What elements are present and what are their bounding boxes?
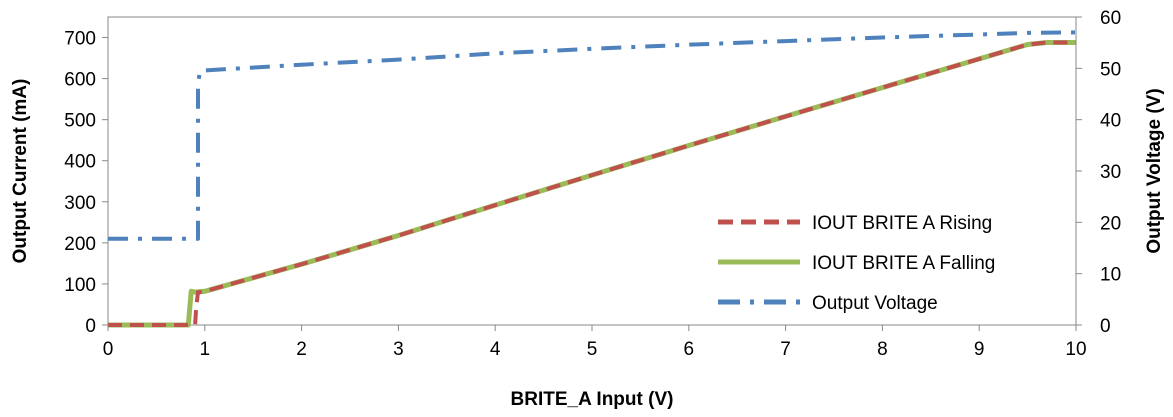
x-tick-label: 8 xyxy=(877,339,888,360)
legend: IOUT BRITE A Rising IOUT BRITE A Falling… xyxy=(712,185,1042,314)
x-tick-label: 9 xyxy=(974,339,985,360)
y-tick-label: 400 xyxy=(64,152,96,173)
x-tick-label: 2 xyxy=(296,339,307,360)
x-tick-label: 5 xyxy=(587,339,598,360)
x-tick-label: 10 xyxy=(1065,339,1086,360)
y2-tick-label: 20 xyxy=(1100,213,1121,234)
x-tick-label: 4 xyxy=(490,339,501,360)
y-tick-label: 200 xyxy=(64,234,96,255)
series-line-iout-brite-a-rising xyxy=(108,40,1076,327)
x-tick-label: 7 xyxy=(780,339,791,360)
y2-tick-label: 60 xyxy=(1100,8,1121,29)
y-axis-left: 0 100 200 300 400 500 600 700 xyxy=(64,29,108,337)
y-tick-label: 600 xyxy=(64,70,96,91)
x-tick-label: 3 xyxy=(393,339,404,360)
series-layer xyxy=(108,30,1077,328)
y2-tick-label: 30 xyxy=(1100,162,1121,183)
y2-axis-title: Output Voltage (V) xyxy=(1144,88,1165,253)
y2-tick-label: 50 xyxy=(1100,59,1121,80)
x-axis: 0 1 2 3 4 5 6 7 8 9 10 xyxy=(103,325,1087,360)
x-tick-label: 6 xyxy=(684,339,695,360)
y-tick-label: 300 xyxy=(64,193,96,214)
legend-label-falling: IOUT BRITE A Falling xyxy=(812,253,995,274)
y-axis-title: Output Current (mA) xyxy=(10,79,31,264)
y2-tick-label: 10 xyxy=(1100,265,1121,286)
x-axis-title: BRITE_A Input (V) xyxy=(511,389,674,410)
y-tick-label: 500 xyxy=(64,111,96,132)
legend-label-voltage: Output Voltage xyxy=(812,293,938,314)
legend-box xyxy=(712,185,1042,313)
legend-label-rising: IOUT BRITE A Rising xyxy=(812,213,992,234)
y2-tick-label: 40 xyxy=(1100,111,1121,132)
x-tick-label: 1 xyxy=(200,339,211,360)
x-tick-label: 0 xyxy=(103,339,114,360)
y-tick-label: 0 xyxy=(85,316,96,337)
y-tick-label: 700 xyxy=(64,29,96,50)
y-axis-right: 0 10 20 30 40 50 60 xyxy=(1076,8,1121,337)
y2-tick-label: 0 xyxy=(1100,316,1111,337)
y-tick-label: 100 xyxy=(64,275,96,296)
